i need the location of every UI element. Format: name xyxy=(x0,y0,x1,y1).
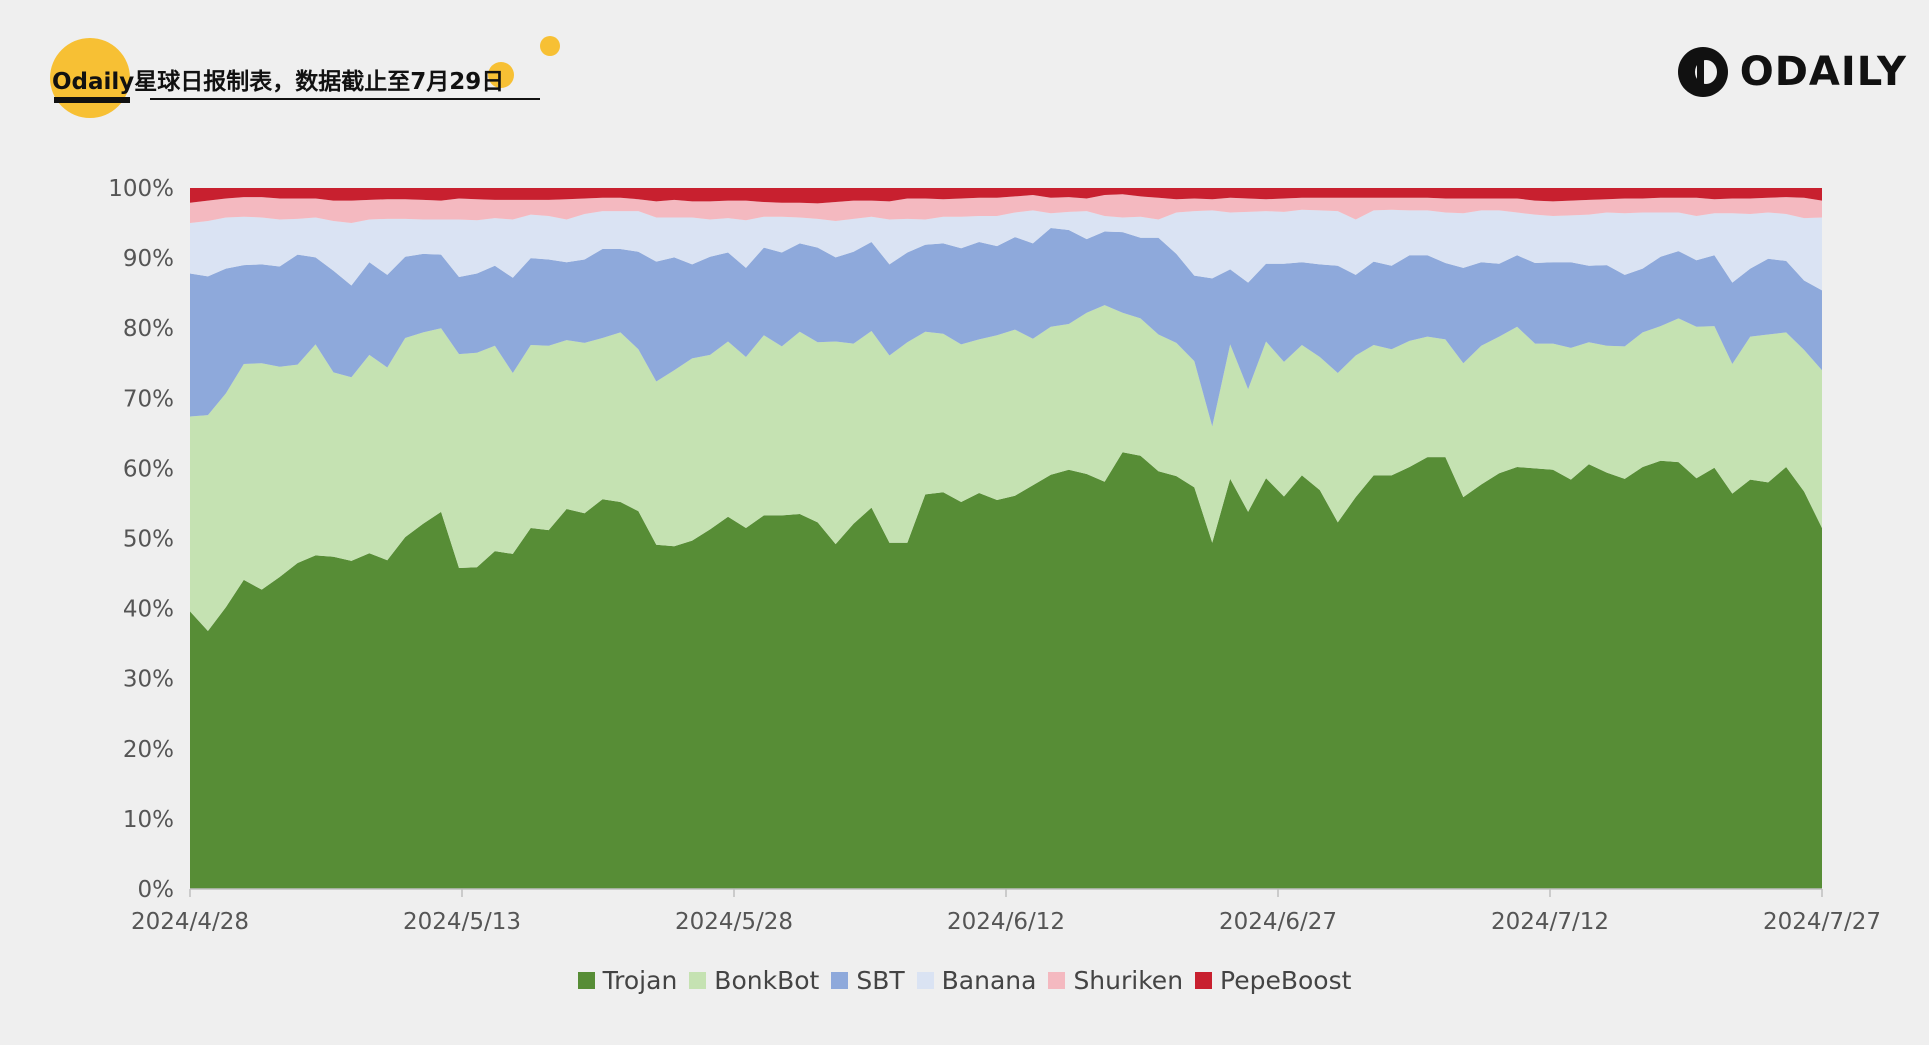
area-bonkbot xyxy=(190,305,1822,632)
x-tick-label: 2024/7/12 xyxy=(1491,909,1609,935)
odaily-logo-text: ODAILY xyxy=(1739,49,1907,95)
y-tick-label: 40% xyxy=(123,597,174,623)
area-shuriken xyxy=(190,194,1822,224)
legend-swatch xyxy=(577,972,595,989)
x-tick-label: 2024/5/28 xyxy=(675,909,793,935)
legend-swatch xyxy=(916,972,934,989)
legend-item-sbt: SBT xyxy=(831,966,905,995)
legend-label: BonkBot xyxy=(714,966,820,995)
y-tick-label: 0% xyxy=(138,877,175,903)
y-tick-label: 80% xyxy=(123,316,174,342)
x-tick-label: 2024/4/28 xyxy=(131,909,249,935)
header: Odaily星球日报制表，数据截止至7月29日 ODAILY xyxy=(0,0,1929,120)
y-tick-label: 10% xyxy=(123,807,174,833)
legend-item-trojan: Trojan xyxy=(577,966,678,995)
y-tick-label: 70% xyxy=(123,386,174,412)
legend-swatch xyxy=(689,972,707,989)
legend-item-bonkbot: BonkBot xyxy=(689,966,819,995)
legend-label: Banana xyxy=(941,966,1037,995)
legend-item-pepeboost: PepeBoost xyxy=(1195,966,1351,995)
legend-label: PepeBoost xyxy=(1220,966,1352,995)
x-tick-label: 2024/7/27 xyxy=(1763,909,1881,935)
x-tick-label: 2024/5/13 xyxy=(403,909,521,935)
y-tick-label: 50% xyxy=(123,527,174,553)
area-sbt xyxy=(190,227,1822,427)
header-accent-dot-small xyxy=(488,62,514,88)
stacked-area-chart: 0% 10% 20% 30% 40% 50% 60% 70% 80% 90% 100% 2024/4/… xyxy=(108,176,1881,935)
y-tick-label: 90% xyxy=(123,246,174,272)
area-pepeboost xyxy=(190,188,1822,204)
odaily-logo: ODAILY xyxy=(1677,44,1907,100)
y-tick-label: 30% xyxy=(123,667,174,693)
title-underline-thin xyxy=(150,98,540,100)
y-tick-label: 60% xyxy=(123,456,174,482)
legend-swatch xyxy=(1195,972,1213,989)
legend-label: Shuriken xyxy=(1073,966,1184,995)
legend-swatch xyxy=(831,972,849,989)
area-trojan xyxy=(190,452,1822,889)
legend-swatch xyxy=(1048,972,1066,989)
legend-item-banana: Banana xyxy=(916,966,1037,995)
y-tick-label: 20% xyxy=(123,737,174,763)
y-tick-label: 100% xyxy=(108,176,174,202)
legend-item-shuriken: Shuriken xyxy=(1048,966,1183,995)
title-underline-thick xyxy=(54,97,130,103)
legend-label: Trojan xyxy=(602,966,678,995)
odaily-logo-icon xyxy=(1677,47,1728,97)
x-tick-label: 2024/6/27 xyxy=(1219,909,1337,935)
header-accent-dot xyxy=(540,36,560,56)
legend-label: SBT xyxy=(856,966,905,995)
header-accent-circle xyxy=(50,38,130,118)
chart-title: Odaily星球日报制表，数据截止至7月29日 xyxy=(52,69,505,95)
area-banana xyxy=(190,209,1822,291)
chart-legend: Trojan BonkBot SBT Banana Shuriken PepeBoost xyxy=(0,966,1929,995)
x-tick-label: 2024/6/12 xyxy=(947,909,1065,935)
